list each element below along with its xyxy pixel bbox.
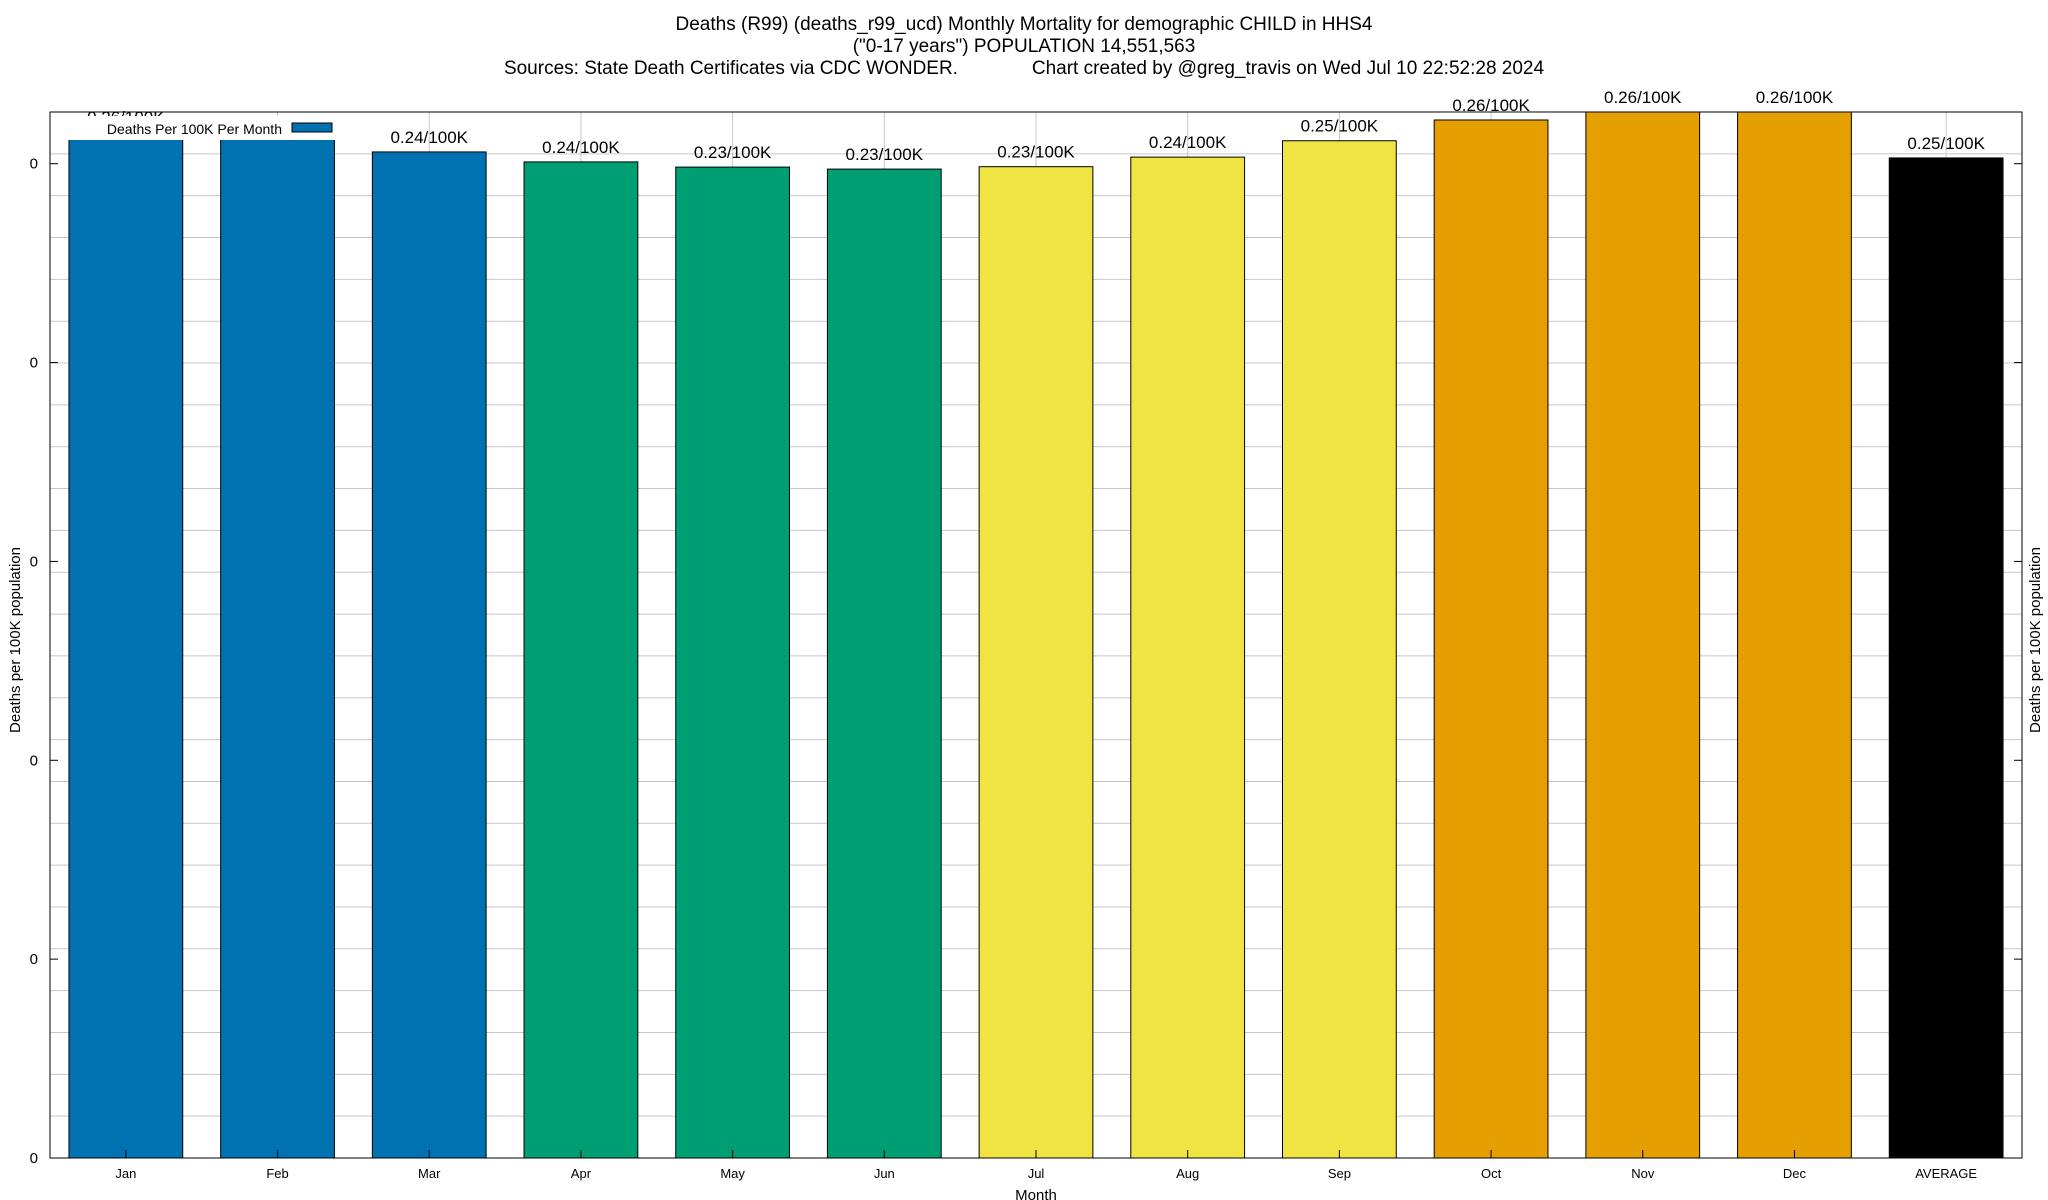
x-tick-label: Dec — [1783, 1166, 1807, 1181]
data-label: 0.23/100K — [694, 143, 772, 162]
bars — [68, 111, 2004, 1159]
x-tick-label: Feb — [266, 1166, 288, 1181]
data-label: 0.26/100K — [1604, 88, 1682, 107]
chart-title: Deaths (R99) (deaths_r99_ucd) Monthly Mo… — [675, 14, 1373, 35]
data-label: 0.25/100K — [1907, 134, 1985, 153]
x-tick-label: Sep — [1328, 1166, 1351, 1181]
x-axis-label: Month — [1015, 1187, 1057, 1200]
x-tick-label: Jan — [115, 1166, 136, 1181]
axis-ticks: 0 0 0 0 0 0 Jan Feb Mar Apr May Jun Jul Aug Sep Oct Nov D… — [30, 156, 2022, 1181]
bar — [220, 137, 335, 1159]
bar — [675, 166, 791, 1159]
data-label: 0.25/100K — [1301, 117, 1379, 136]
y-axis-label-left: Deaths per 100K population — [7, 547, 24, 733]
y-tick-label: 0 — [30, 1150, 38, 1167]
x-tick-label: Mar — [418, 1166, 441, 1181]
legend: Deaths Per 100K Per Month — [58, 116, 350, 140]
bar — [1585, 111, 1701, 1159]
legend-label: Deaths Per 100K Per Month — [107, 121, 282, 137]
bar — [1130, 156, 1246, 1159]
bar — [978, 166, 1094, 1159]
bar — [1282, 140, 1397, 1159]
y-tick-label: 0 — [30, 951, 38, 968]
data-label: 0.23/100K — [997, 143, 1075, 162]
bar — [1433, 119, 1549, 1159]
y-axis-label-right: Deaths per 100K population — [2027, 547, 2044, 733]
x-tick-label: May — [720, 1166, 745, 1181]
data-label: 0.23/100K — [846, 145, 924, 164]
chart-subtitle-sources: Sources: State Death Certificates via CD… — [503, 58, 1545, 79]
data-label: 0.26/100K — [1452, 96, 1530, 115]
bar — [68, 131, 184, 1159]
bar — [1888, 157, 2004, 1159]
chart-subtitle-population: ("0-17 years") POPULATION 14,551,563 — [852, 36, 1196, 57]
bar — [826, 168, 942, 1159]
y-tick-label: 0 — [30, 752, 38, 769]
bar — [523, 161, 639, 1159]
x-tick-label: Jun — [874, 1166, 895, 1181]
y-tick-label: 0 — [30, 553, 38, 570]
data-label: 0.26/100K — [1756, 88, 1834, 107]
legend-swatch — [291, 122, 333, 133]
data-label: 0.24/100K — [1149, 133, 1227, 152]
data-label: 0.24/100K — [542, 138, 620, 157]
x-tick-label: Nov — [1631, 1166, 1655, 1181]
x-tick-label: Aug — [1176, 1166, 1199, 1181]
x-tick-label: AVERAGE — [1915, 1166, 1977, 1181]
x-tick-label: Apr — [571, 1166, 592, 1181]
data-label: 0.24/100K — [390, 128, 468, 147]
x-tick-label: Oct — [1481, 1166, 1502, 1181]
chart-title-block: Deaths (R99) (deaths_r99_ucd) Monthly Mo… — [0, 14, 2048, 80]
bar — [1737, 111, 1852, 1159]
bar — [371, 151, 487, 1159]
y-tick-label: 0 — [30, 156, 38, 173]
y-tick-label: 0 — [30, 355, 38, 372]
x-tick-label: Jul — [1028, 1166, 1045, 1181]
